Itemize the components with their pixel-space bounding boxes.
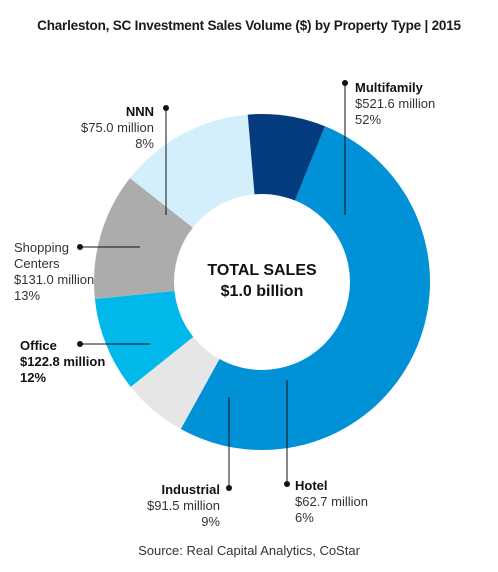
label-nnn-pct: 8%: [135, 136, 154, 151]
leader-dot-industrial: [226, 485, 232, 491]
label-multifamily-name: Multifamily: [355, 80, 423, 95]
label-shopping-centers-name: Shopping Centers: [14, 240, 69, 271]
label-office-pct: 12%: [20, 370, 47, 385]
source-note: Source: Real Capital Analytics, CoStar: [138, 543, 360, 558]
leader-dot-nnn: [163, 105, 169, 111]
label-industrial-pct: 9%: [201, 514, 220, 529]
label-nnn: NNN $75.0 million 8%: [70, 104, 154, 152]
leader-dot-shopping-centers: [77, 244, 83, 250]
label-office-name: Office: [20, 338, 57, 353]
label-hotel: Hotel $62.7 million 6%: [295, 478, 368, 526]
label-shopping-centers: Shopping Centers $131.0 million 13%: [14, 240, 104, 304]
leader-dot-office: [77, 341, 83, 347]
label-shopping-centers-pct: 13%: [14, 288, 41, 303]
label-multifamily: Multifamily $521.6 million 52%: [355, 80, 435, 128]
center-label: TOTAL SALES: [207, 262, 317, 279]
leader-dot-multifamily: [342, 80, 348, 86]
donut-hole: [174, 194, 350, 370]
label-hotel-value: $62.7 million: [295, 494, 368, 509]
label-industrial: Industrial $91.5 million 9%: [130, 482, 220, 530]
center-value: $1.0 billion: [221, 283, 304, 300]
label-nnn-name: NNN: [125, 104, 154, 119]
label-industrial-name: Industrial: [161, 482, 220, 497]
leader-dot-hotel: [284, 481, 290, 487]
label-office: Office $122.8 million 12%: [20, 338, 105, 386]
label-hotel-name: Hotel: [295, 478, 328, 493]
chart-title: Charleston, SC Investment Sales Volume (…: [37, 18, 461, 33]
label-office-value: $122.8 million: [20, 354, 106, 369]
label-multifamily-pct: 52%: [355, 112, 382, 127]
label-industrial-value: $91.5 million: [147, 498, 220, 513]
label-nnn-value: $75.0 million: [81, 120, 154, 135]
label-hotel-pct: 6%: [295, 510, 314, 525]
label-multifamily-value: $521.6 million: [355, 96, 436, 111]
label-shopping-centers-value: $131.0 million: [14, 272, 95, 287]
